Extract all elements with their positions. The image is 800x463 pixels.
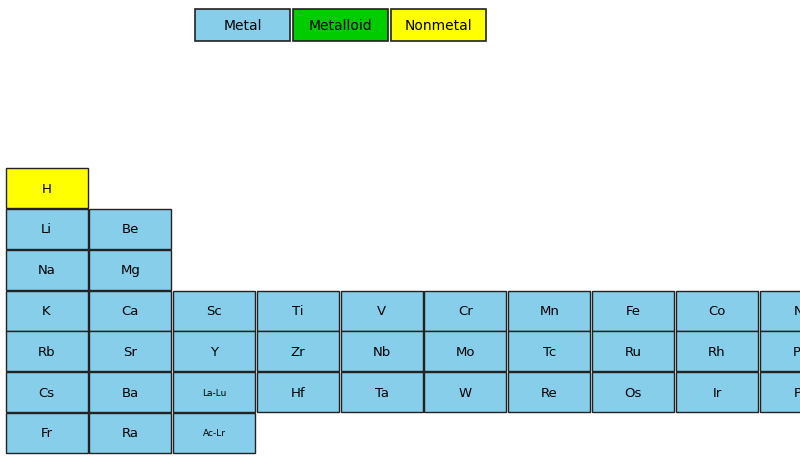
FancyBboxPatch shape: [592, 332, 674, 372]
Text: Hf: Hf: [290, 386, 306, 399]
Text: Pd: Pd: [793, 345, 800, 358]
FancyBboxPatch shape: [173, 291, 255, 331]
FancyBboxPatch shape: [391, 10, 486, 42]
Text: Pt: Pt: [794, 386, 800, 399]
FancyBboxPatch shape: [173, 413, 255, 453]
FancyBboxPatch shape: [195, 10, 290, 42]
Text: Y: Y: [210, 345, 218, 358]
FancyBboxPatch shape: [6, 332, 87, 372]
Text: Mn: Mn: [539, 305, 559, 318]
Text: K: K: [42, 305, 51, 318]
Text: Nonmetal: Nonmetal: [405, 19, 472, 33]
FancyBboxPatch shape: [173, 332, 255, 372]
FancyBboxPatch shape: [508, 372, 590, 413]
Text: Mo: Mo: [456, 345, 475, 358]
Text: Fr: Fr: [41, 426, 53, 439]
Text: Metalloid: Metalloid: [309, 19, 372, 33]
FancyBboxPatch shape: [760, 372, 800, 413]
Text: Co: Co: [708, 305, 726, 318]
FancyBboxPatch shape: [6, 372, 87, 413]
FancyBboxPatch shape: [6, 169, 87, 209]
Text: Na: Na: [38, 264, 55, 277]
FancyBboxPatch shape: [90, 332, 171, 372]
FancyBboxPatch shape: [341, 291, 422, 331]
Text: Sc: Sc: [206, 305, 222, 318]
FancyBboxPatch shape: [6, 210, 87, 250]
FancyBboxPatch shape: [760, 332, 800, 372]
Text: Sr: Sr: [123, 345, 138, 358]
FancyBboxPatch shape: [90, 413, 171, 453]
FancyBboxPatch shape: [6, 291, 87, 331]
Text: Ru: Ru: [625, 345, 642, 358]
Text: Metal: Metal: [223, 19, 262, 33]
Text: Ti: Ti: [292, 305, 304, 318]
Text: La-Lu: La-Lu: [202, 388, 226, 397]
FancyBboxPatch shape: [425, 372, 506, 413]
FancyBboxPatch shape: [676, 291, 758, 331]
FancyBboxPatch shape: [425, 291, 506, 331]
FancyBboxPatch shape: [293, 10, 388, 42]
Text: W: W: [459, 386, 472, 399]
Text: Re: Re: [541, 386, 558, 399]
FancyBboxPatch shape: [257, 291, 339, 331]
FancyBboxPatch shape: [90, 291, 171, 331]
Text: H: H: [42, 182, 51, 195]
Text: Ra: Ra: [122, 426, 139, 439]
FancyBboxPatch shape: [6, 413, 87, 453]
Text: Os: Os: [625, 386, 642, 399]
Text: Tc: Tc: [542, 345, 556, 358]
Text: Cs: Cs: [38, 386, 54, 399]
FancyBboxPatch shape: [341, 372, 422, 413]
Text: Fe: Fe: [626, 305, 641, 318]
Text: Ni: Ni: [794, 305, 800, 318]
Text: Zr: Zr: [290, 345, 306, 358]
FancyBboxPatch shape: [592, 372, 674, 413]
FancyBboxPatch shape: [257, 332, 339, 372]
FancyBboxPatch shape: [90, 210, 171, 250]
FancyBboxPatch shape: [257, 372, 339, 413]
Text: Ta: Ta: [374, 386, 389, 399]
Text: Rh: Rh: [708, 345, 726, 358]
Text: Cr: Cr: [458, 305, 473, 318]
FancyBboxPatch shape: [592, 291, 674, 331]
FancyBboxPatch shape: [508, 332, 590, 372]
Text: Rb: Rb: [38, 345, 55, 358]
Text: Li: Li: [41, 223, 52, 236]
Text: Nb: Nb: [373, 345, 391, 358]
Text: Be: Be: [122, 223, 139, 236]
FancyBboxPatch shape: [90, 250, 171, 290]
FancyBboxPatch shape: [173, 372, 255, 413]
FancyBboxPatch shape: [341, 332, 422, 372]
Text: Ca: Ca: [122, 305, 139, 318]
FancyBboxPatch shape: [760, 291, 800, 331]
Text: Mg: Mg: [120, 264, 140, 277]
FancyBboxPatch shape: [6, 250, 87, 290]
FancyBboxPatch shape: [90, 372, 171, 413]
Text: Ba: Ba: [122, 386, 139, 399]
FancyBboxPatch shape: [508, 291, 590, 331]
Text: Ir: Ir: [712, 386, 722, 399]
FancyBboxPatch shape: [676, 372, 758, 413]
FancyBboxPatch shape: [425, 332, 506, 372]
FancyBboxPatch shape: [676, 332, 758, 372]
Text: V: V: [377, 305, 386, 318]
Text: Ac-Lr: Ac-Lr: [202, 429, 226, 438]
